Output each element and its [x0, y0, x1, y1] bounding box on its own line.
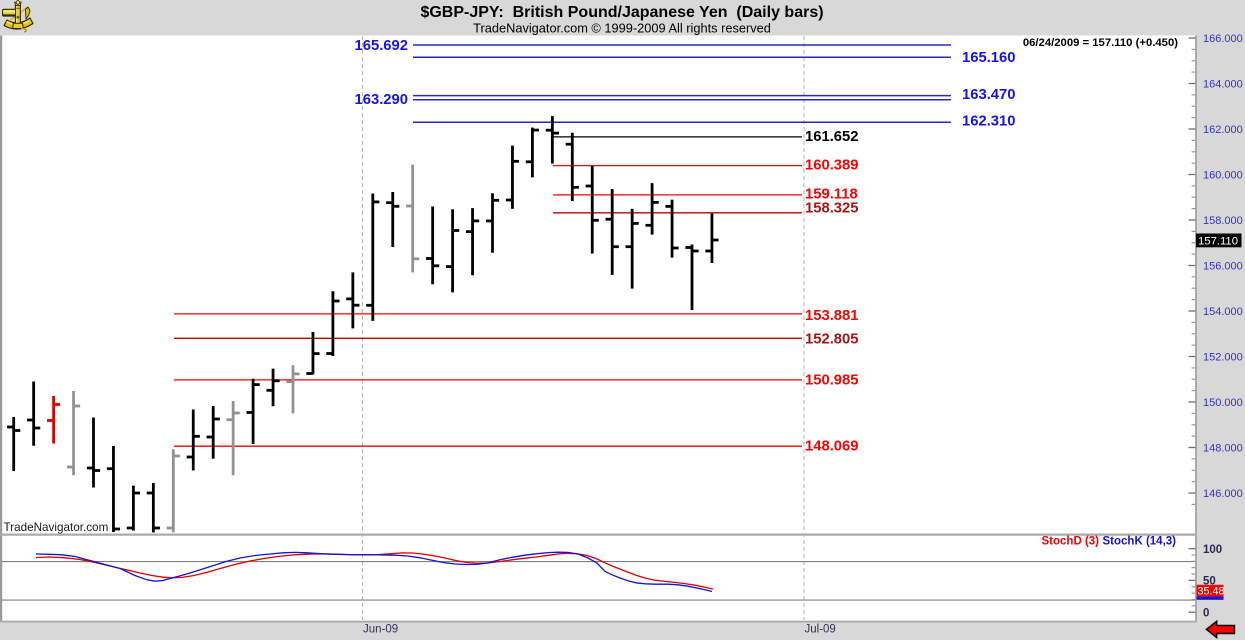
- svg-text:StochK (14,3): StochK (14,3): [1103, 535, 1177, 547]
- svg-text:163.470: 163.470: [962, 87, 1016, 103]
- svg-text:159.118: 159.118: [805, 186, 858, 202]
- svg-text:160.389: 160.389: [805, 158, 859, 174]
- svg-text:160.000: 160.000: [1203, 170, 1243, 182]
- svg-text:Jul-09: Jul-09: [805, 624, 836, 636]
- svg-text:156.000: 156.000: [1203, 261, 1243, 273]
- svg-text:TradeNavigator.com © 1999-2009: TradeNavigator.com © 1999-2009 All right…: [473, 21, 771, 36]
- svg-text:50: 50: [1203, 576, 1216, 588]
- svg-text:100: 100: [1203, 544, 1222, 556]
- svg-text:0: 0: [1203, 607, 1209, 619]
- svg-text:153.881: 153.881: [805, 308, 859, 324]
- svg-text:158.325: 158.325: [805, 201, 859, 217]
- svg-text:163.290: 163.290: [355, 92, 409, 108]
- svg-text:06/24/2009 = 157.110 (+0.450): 06/24/2009 = 157.110 (+0.450): [1023, 37, 1178, 49]
- svg-text:148.069: 148.069: [805, 439, 859, 455]
- svg-text:154.000: 154.000: [1203, 306, 1243, 318]
- svg-text:165.160: 165.160: [962, 50, 1016, 66]
- svg-text:157.110: 157.110: [1198, 236, 1238, 248]
- svg-text:164.000: 164.000: [1203, 79, 1243, 91]
- svg-text:35.48: 35.48: [1198, 586, 1225, 598]
- svg-text:162.310: 162.310: [962, 114, 1016, 130]
- svg-text:TradeNavigator.com: TradeNavigator.com: [4, 521, 109, 534]
- svg-text:166.000: 166.000: [1203, 33, 1243, 45]
- svg-text:165.692: 165.692: [355, 38, 409, 54]
- svg-text:150.000: 150.000: [1203, 397, 1243, 409]
- svg-text:Jun-09: Jun-09: [363, 624, 398, 636]
- svg-text:152.805: 152.805: [805, 332, 859, 348]
- svg-text:StochD (3): StochD (3): [1042, 535, 1100, 547]
- svg-text:148.000: 148.000: [1203, 443, 1243, 455]
- svg-text:$GBP-JPY: British Pound/Japan: $GBP-JPY: British Pound/Japanese Yen (Da…: [420, 4, 823, 21]
- svg-text:150.985: 150.985: [805, 373, 859, 389]
- svg-text:152.000: 152.000: [1203, 352, 1243, 364]
- svg-text:158.000: 158.000: [1203, 215, 1243, 227]
- svg-text:146.000: 146.000: [1203, 488, 1243, 500]
- svg-text:162.000: 162.000: [1203, 124, 1243, 136]
- svg-text:161.652: 161.652: [805, 129, 859, 145]
